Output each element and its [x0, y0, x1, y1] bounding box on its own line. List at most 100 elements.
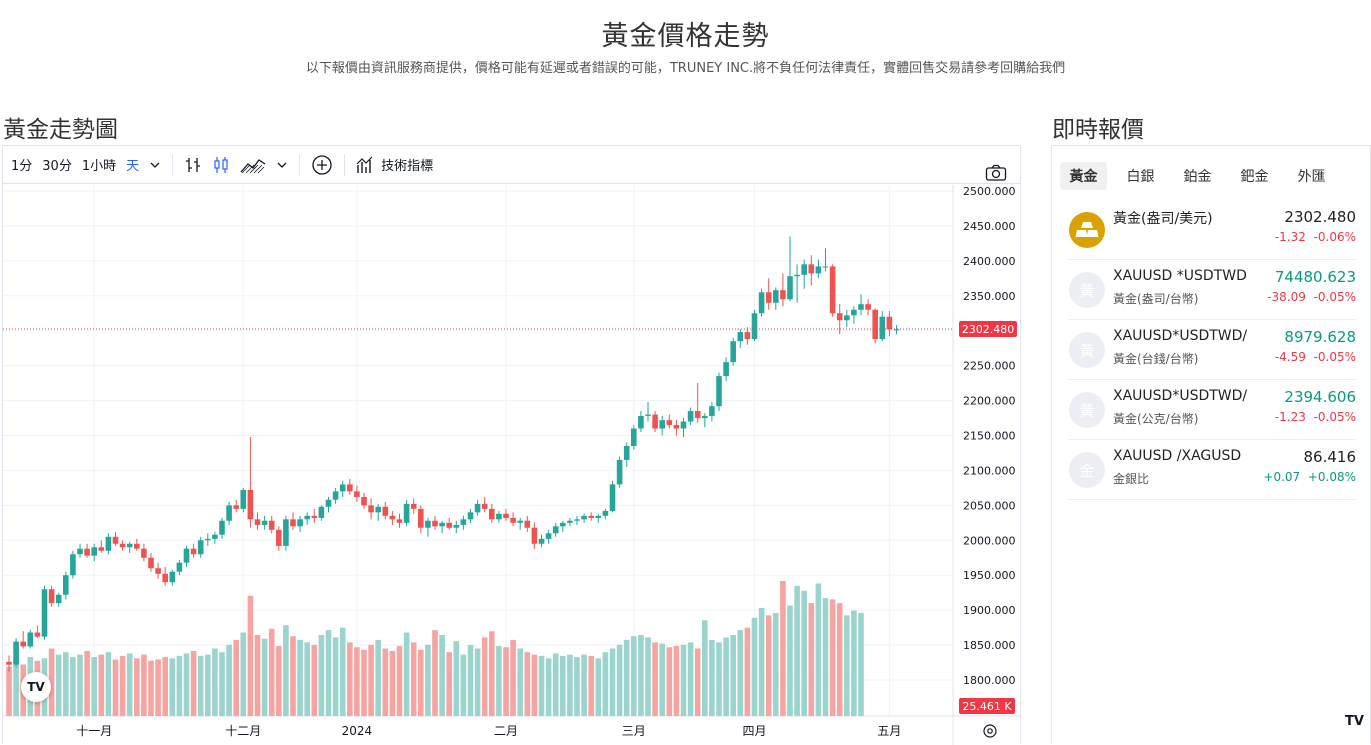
- candle-body: [758, 292, 765, 314]
- interval-1d-button[interactable]: 天: [126, 159, 140, 174]
- volume-bar: [815, 583, 822, 716]
- candle-body: [581, 515, 587, 520]
- camera-icon[interactable]: [980, 154, 1012, 192]
- indicators-icon: [356, 156, 373, 173]
- volume-bar: [723, 637, 729, 716]
- candle-body: [787, 276, 793, 300]
- chevron-down-icon[interactable]: [271, 146, 293, 184]
- quote-change: +0.07 +0.08%: [1263, 470, 1356, 484]
- volume-bar: [666, 647, 673, 716]
- tab-silver[interactable]: 白銀: [1126, 169, 1155, 185]
- candle-body: [623, 445, 630, 460]
- candle-body: [638, 415, 644, 429]
- volume-bar: [254, 635, 261, 716]
- tab-gold[interactable]: 黃金: [1060, 162, 1107, 190]
- plus-circle-icon[interactable]: [306, 146, 338, 184]
- chevron-down-icon[interactable]: [144, 146, 166, 184]
- settings-icon[interactable]: [983, 724, 997, 738]
- tab-palladium[interactable]: 鈀金: [1240, 169, 1269, 185]
- candle-body: [694, 411, 701, 419]
- volume-bar: [77, 654, 83, 716]
- candle-body: [361, 496, 367, 506]
- quote-subtitle: 黃金(台錢/台幣): [1113, 352, 1199, 366]
- quote-row[interactable]: 黃 XAUUSD*USDTWD/8 黃金(台錢/台幣) 8979.628 -4.…: [1068, 320, 1356, 380]
- candle-body: [332, 491, 339, 500]
- tab-forex[interactable]: 外匯: [1297, 169, 1326, 185]
- quote-name: XAUUSD *USDTWD: [1113, 268, 1247, 284]
- volume-bar: [70, 657, 76, 716]
- interval-30m-button[interactable]: 30分: [42, 159, 72, 174]
- candle-body: [219, 520, 225, 535]
- price-axis-label: 2150.000: [963, 430, 1016, 443]
- toolbar-divider: [172, 153, 174, 176]
- volume-bar: [311, 644, 318, 716]
- volume-bar: [652, 642, 658, 716]
- volume-bar: [354, 647, 360, 716]
- candlestick-icon[interactable]: [207, 146, 235, 184]
- volume-bar: [737, 630, 744, 716]
- quote-name: XAUUSD /XAGUSD: [1113, 448, 1242, 464]
- candlestick-chart[interactable]: 2500.0002450.0002400.0002350.0002300.000…: [3, 185, 1020, 745]
- candle-body: [780, 290, 786, 300]
- volume-bar: [418, 649, 424, 716]
- volume-bar: [808, 603, 815, 716]
- volume-bar: [318, 635, 325, 716]
- price-axis-label: 2500.000: [963, 185, 1016, 198]
- candle-body: [197, 540, 204, 555]
- candle-body: [446, 522, 452, 528]
- area-chart-icon[interactable]: [235, 146, 271, 184]
- price-axis-label: 2350.000: [963, 290, 1016, 303]
- quote-change: -1.32 -0.06%: [1274, 230, 1356, 244]
- time-axis-label: 五月: [877, 724, 901, 738]
- candle-body: [41, 589, 48, 637]
- volume-bar: [126, 653, 133, 716]
- interval-1h-button[interactable]: 1小時: [81, 159, 117, 174]
- candle-body: [240, 489, 247, 509]
- volume-bar: [844, 615, 850, 716]
- candle-body: [34, 632, 41, 637]
- volume-bar: [680, 644, 687, 716]
- candle-body: [723, 362, 729, 377]
- tradingview-logo[interactable]: TV: [21, 672, 51, 702]
- volume-bar: [155, 659, 161, 716]
- candle-body: [126, 543, 133, 548]
- tab-platinum[interactable]: 鉑金: [1183, 169, 1212, 185]
- candle-body: [737, 332, 744, 342]
- candle-body: [318, 506, 325, 518]
- candle-body: [268, 520, 275, 530]
- volume-bar: [453, 641, 460, 716]
- candle-body: [467, 512, 474, 520]
- quote-row[interactable]: 金 XAUUSD /XAGUSD 金銀比 86.416 +0.07 +0.08%: [1068, 440, 1356, 500]
- quote-change: -1.23 -0.05%: [1274, 410, 1356, 424]
- candle-body: [304, 515, 310, 520]
- interval-1m-button[interactable]: 1分: [11, 159, 33, 174]
- candle-body: [829, 266, 836, 314]
- candle-body: [659, 420, 665, 429]
- volume-bar: [446, 652, 452, 716]
- quote-row[interactable]: 黃 XAUUSD*USDTWD/3 黃金(公克/台幣) 2394.606 -1.…: [1068, 380, 1356, 440]
- candle-body: [567, 520, 573, 523]
- quote-subtitle: 黃金(盎司/台幣): [1113, 292, 1199, 306]
- volume-bar: [780, 581, 786, 716]
- volume-bar: [751, 617, 758, 716]
- quote-row[interactable]: 黃金(盎司/美元) 2302.480 -1.32 -0.06%: [1068, 200, 1356, 260]
- candle-body: [403, 503, 410, 523]
- price-axis-label: 1800.000: [963, 674, 1016, 687]
- settings-icon[interactable]: [987, 728, 993, 734]
- indicators-button[interactable]: 技術指標: [351, 146, 438, 184]
- bar-style-icon[interactable]: [179, 146, 207, 184]
- volume-bar: [6, 666, 12, 716]
- candle-body: [822, 266, 829, 268]
- tradingview-logo[interactable]: TV: [1345, 714, 1364, 729]
- volume-bar: [290, 636, 296, 716]
- volume-label: 25.461 K: [962, 700, 1012, 713]
- volume-bar: [616, 644, 623, 716]
- quote-price: 86.416: [1303, 448, 1357, 466]
- candle-body: [574, 519, 580, 521]
- volume-bar: [410, 642, 417, 716]
- quote-row[interactable]: 黃 XAUUSD *USDTWD 黃金(盎司/台幣) 74480.623 -38…: [1068, 260, 1356, 320]
- candle-body: [652, 414, 658, 429]
- volume-bar: [347, 642, 353, 716]
- candle-body: [339, 484, 346, 492]
- candle-body: [212, 534, 218, 539]
